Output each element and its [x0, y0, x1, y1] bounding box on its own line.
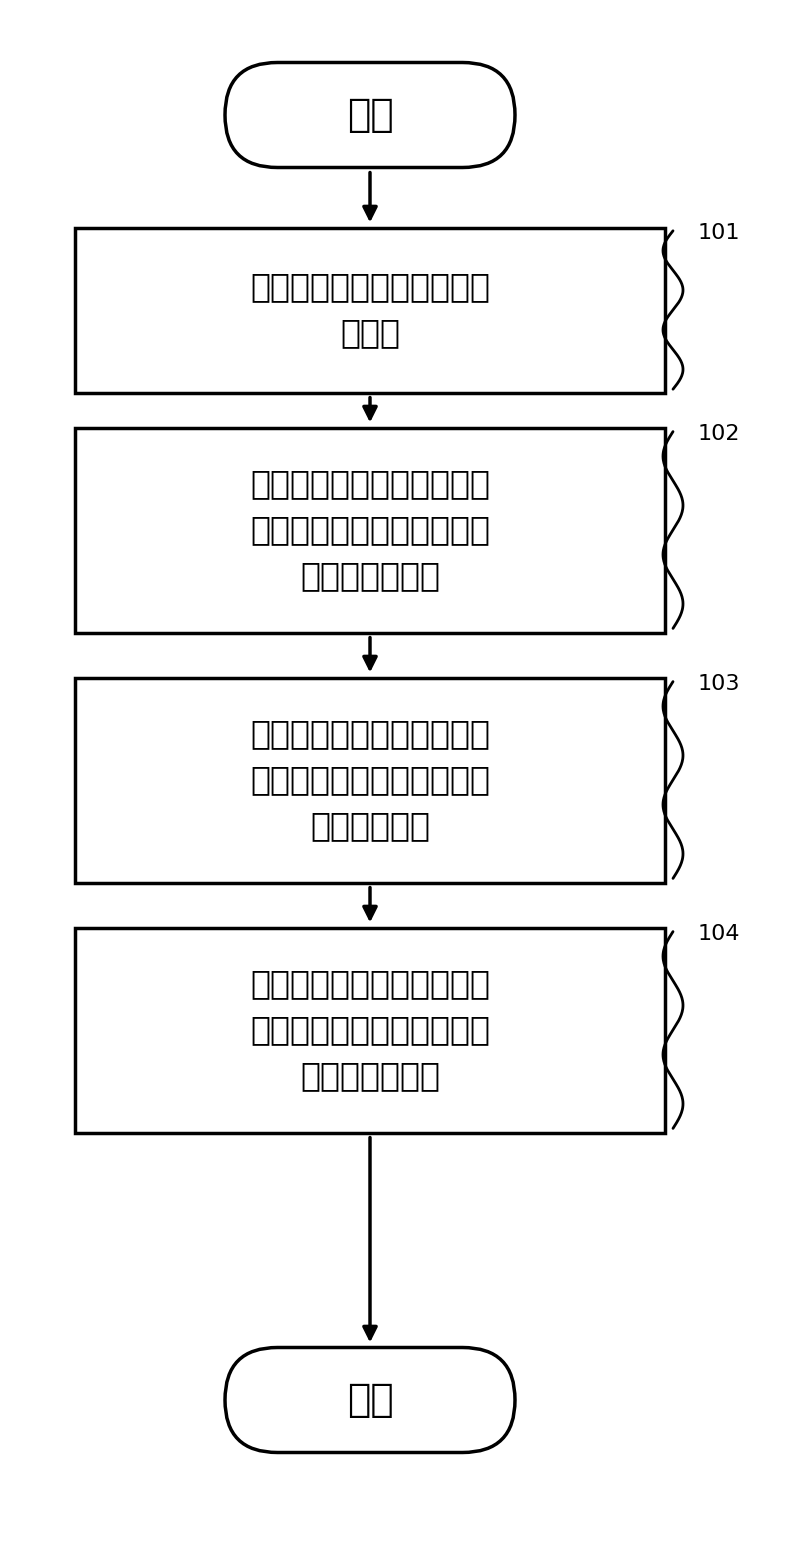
Text: 103: 103 [698, 674, 740, 693]
Text: 根据预设的数据模板对测试
进程的测试结果进行数据整
合生成测试结果: 根据预设的数据模板对测试 进程的测试结果进行数据整 合生成测试结果 [250, 967, 490, 1093]
Text: 101: 101 [698, 223, 740, 243]
Text: 结束: 结束 [347, 1381, 394, 1418]
Bar [75, 228, 665, 392]
Bar [75, 428, 665, 632]
Text: 104: 104 [698, 924, 740, 944]
Text: 102: 102 [698, 423, 740, 443]
FancyBboxPatch shape [225, 1347, 515, 1452]
Text: 接收待测试的测试文件和测
试需求: 接收待测试的测试文件和测 试需求 [250, 271, 490, 349]
Text: 根据测试需求选择多个目标
容器中的至少一个目标容器
生成测试进程: 根据测试需求选择多个目标 容器中的至少一个目标容器 生成测试进程 [250, 718, 490, 843]
Bar [75, 927, 665, 1133]
Bar [75, 677, 665, 882]
Text: 开始: 开始 [347, 96, 394, 133]
FancyBboxPatch shape [225, 62, 515, 167]
Text: 根据测试文件在预设的云平
台上部署多个用于执行测试
文件的目标容器: 根据测试文件在预设的云平 台上部署多个用于执行测试 文件的目标容器 [250, 468, 490, 592]
